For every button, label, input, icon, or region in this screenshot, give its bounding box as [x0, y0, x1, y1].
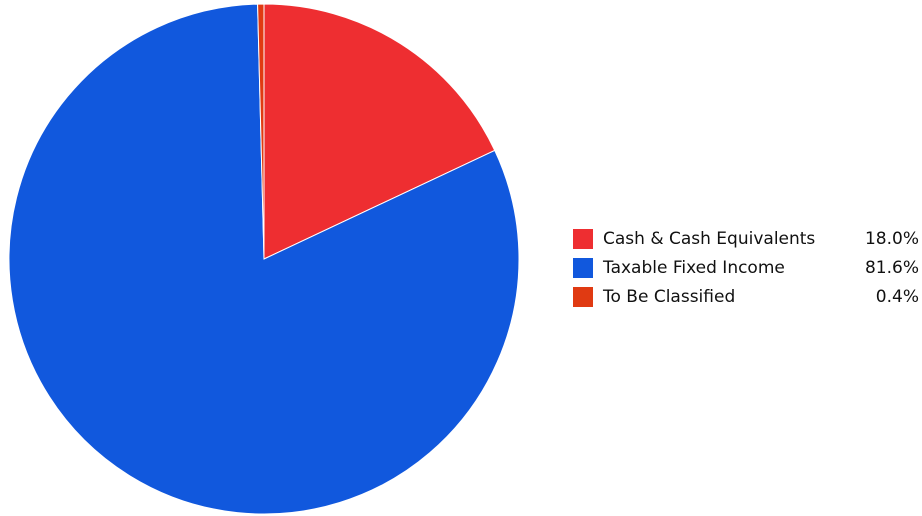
legend-swatch [573, 257, 593, 278]
pie-slice-cash-cash-equivalents [263, 3, 496, 260]
pie-slice-taxable-fixed-income [8, 3, 520, 515]
legend: Cash & Cash Equivalents 18.0% Taxable Fi… [573, 224, 919, 311]
legend-label: Taxable Fixed Income [603, 257, 785, 278]
legend-swatch [573, 228, 593, 249]
legend-label: Cash & Cash Equivalents [603, 228, 816, 249]
legend-value: 18.0% [864, 228, 919, 249]
legend-value: 0.4% [875, 286, 919, 307]
legend-label: To Be Classified [603, 286, 736, 307]
legend-value: 81.6% [864, 257, 919, 278]
legend-item-taxable-fixed-income: Taxable Fixed Income 81.6% [573, 253, 919, 282]
legend-swatch [573, 286, 593, 307]
pie-chart [8, 3, 520, 515]
pie-slice-to-be-classified [257, 3, 265, 260]
legend-item-to-be-classified: To Be Classified 0.4% [573, 282, 919, 311]
legend-item-cash: Cash & Cash Equivalents 18.0% [573, 224, 919, 253]
